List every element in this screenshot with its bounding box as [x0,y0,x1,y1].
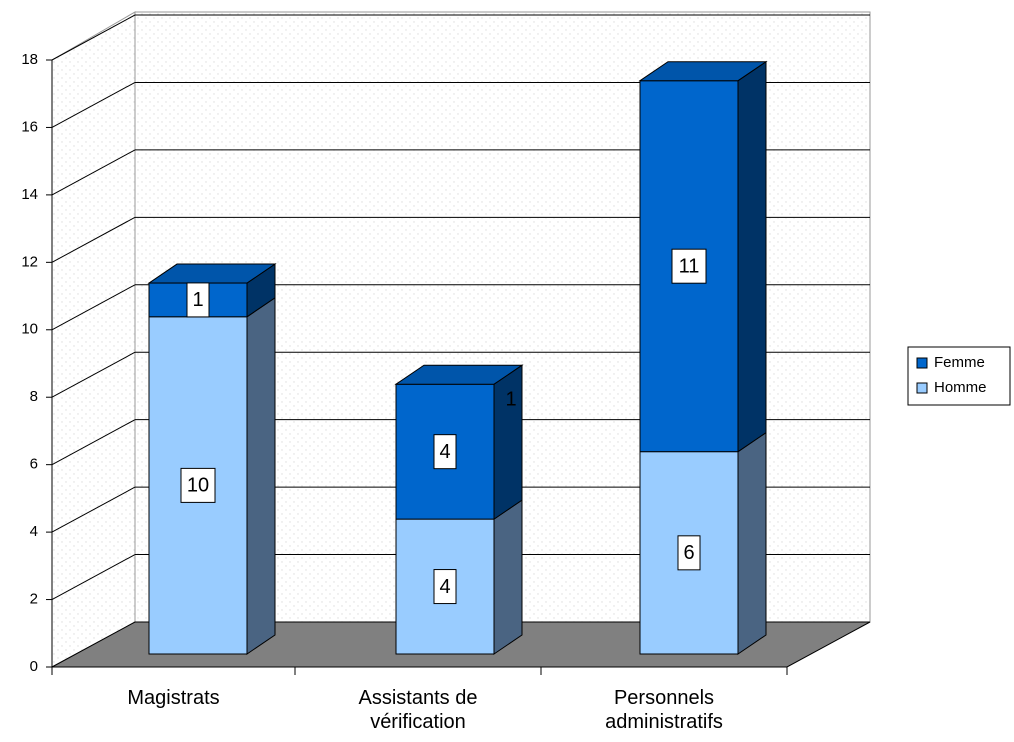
y-tick-label: 18 [21,51,38,68]
bar-top [147,263,277,284]
y-tick-label: 16 [21,118,38,135]
grid-line [51,419,136,466]
grid-line [51,14,136,61]
x-tick-label: Assistants de vérification [358,687,478,733]
y-tick-label: 2 [30,591,38,608]
grid-line [51,486,136,533]
bar-segment [147,263,277,318]
x-tick-label: Magistrats [127,687,220,709]
value-label: 6 [683,542,694,564]
legend-label: Femme [934,354,985,371]
bars: 10 1 4 4 6 11 [147,60,768,655]
y-tick-label: 12 [21,253,38,270]
grid-line [51,554,136,600]
value-label-box [433,569,457,605]
bar-segment [639,431,767,655]
legend-swatch [916,357,928,369]
legend-label: Homme [934,379,987,396]
annotation: 1 [505,388,516,410]
y-tick-label: 10 [21,321,38,338]
bar-segment [395,499,523,655]
grid-line [51,351,136,398]
bar-side [493,499,523,655]
value-label: 4 [439,576,450,598]
y-tick-label: 0 [30,658,38,675]
grid-line [51,216,136,263]
x-tick-label: Personnels administratifs [605,687,723,733]
bar-top [638,61,768,82]
grid-line [51,82,136,128]
legend-swatch [916,382,928,394]
bar-top [394,364,524,385]
side-wall [51,11,136,668]
value-label-box [186,282,210,318]
bar-side [737,60,767,453]
bar-segment [394,364,524,521]
value-label: 1 [192,289,203,311]
y-tick-label: 4 [30,523,38,540]
value-label: 11 [679,255,700,277]
grid-line [51,149,136,196]
y-tick-label: 8 [30,388,38,405]
value-label: 4 [439,441,450,463]
y-tick-label: 14 [21,186,38,203]
value-label: 10 [187,475,209,497]
value-label-box [433,434,457,470]
value-label-box [180,467,216,503]
legend-box [907,346,1011,406]
grid-line [51,284,136,331]
value-label-box [671,248,707,284]
bar-side [246,296,276,655]
bar-side [737,431,767,655]
value-label-box [677,535,701,571]
y-tick-label: 6 [30,456,38,473]
legend: Femme Homme [907,346,1011,406]
